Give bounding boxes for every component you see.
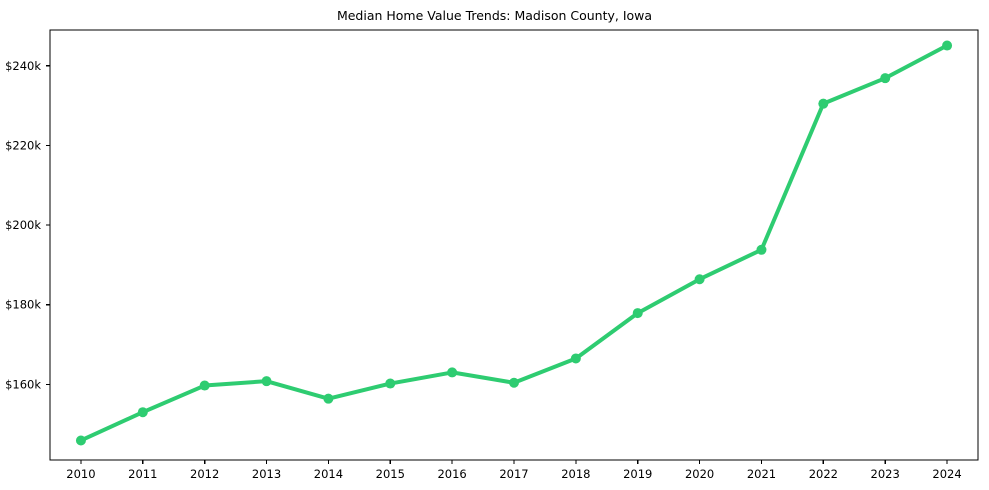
x-tick-label: 2014 [314, 467, 343, 481]
x-tick-label: 2019 [623, 467, 652, 481]
series-data-point [818, 98, 829, 109]
plot-area-border [49, 29, 979, 461]
x-tick-label: 2018 [561, 467, 590, 481]
series-data-point [570, 353, 581, 364]
chart-title: Median Home Value Trends: Madison County… [336, 8, 653, 23]
x-tick-label: 2022 [809, 467, 838, 481]
series-data-point [694, 274, 705, 285]
y-tick-label: $160k [5, 377, 41, 391]
series-data-point [942, 40, 953, 51]
x-tick-label: 2021 [747, 467, 776, 481]
y-axis-ticks: $160k $180k $200k $220k $240k [5, 59, 50, 391]
x-tick-label: 2015 [376, 467, 405, 481]
y-tick-label: $220k [5, 138, 41, 152]
series-data-point [75, 435, 86, 446]
series-data-point [447, 367, 458, 378]
x-tick-label: 2011 [128, 467, 157, 481]
x-tick-label: 2020 [685, 467, 714, 481]
x-tick-label: 2010 [66, 467, 95, 481]
x-axis-ticks: 2010 2011 2012 2013 2014 2015 2016 2017 2018 2019… [66, 460, 962, 481]
series-data-point [509, 377, 519, 388]
series-data-point [323, 393, 334, 404]
series-data-point [199, 380, 210, 391]
x-tick-label: 2013 [252, 467, 281, 481]
y-tick-label: $180k [5, 298, 41, 312]
x-tick-label: 2012 [190, 467, 219, 481]
series-data-point [880, 73, 891, 84]
x-tick-label: 2016 [437, 467, 466, 481]
series-data-point [385, 378, 396, 389]
series-data-point [756, 244, 767, 255]
x-tick-label: 2024 [932, 467, 961, 481]
series-data-point [137, 407, 148, 418]
plot-frame [49, 29, 979, 461]
y-tick-label: $200k [5, 218, 41, 232]
data-marker-group [75, 40, 953, 446]
series-data-point [632, 308, 643, 319]
x-tick-label: 2017 [499, 467, 528, 481]
series-data-point [261, 376, 272, 387]
y-tick-label: $240k [5, 59, 41, 73]
x-tick-label: 2023 [871, 467, 900, 481]
